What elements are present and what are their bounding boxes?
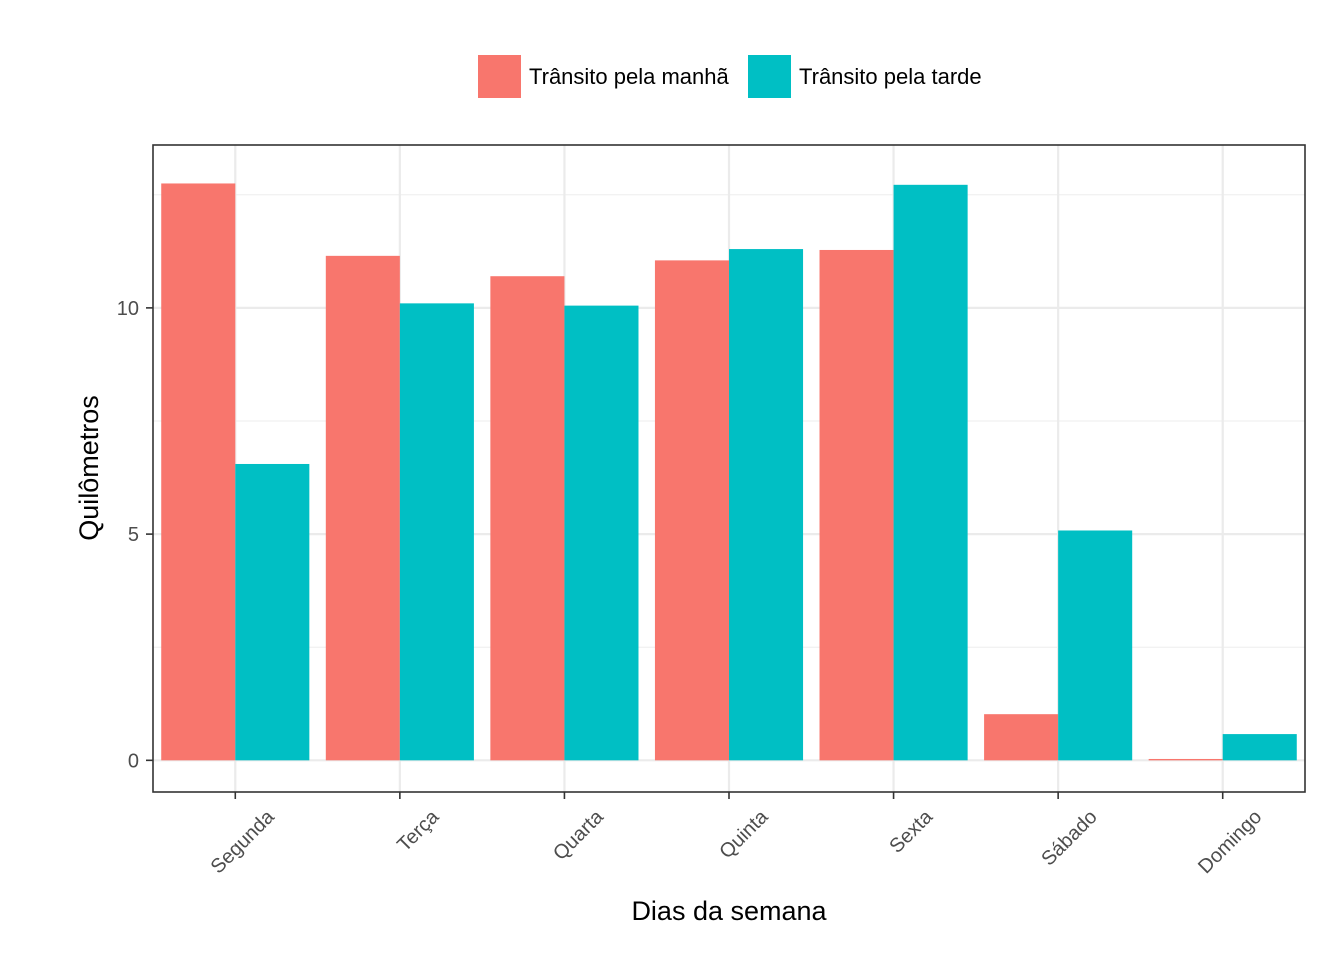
bar (490, 276, 565, 761)
bar (564, 305, 639, 761)
y-tick-label: 10 (117, 298, 139, 320)
bar (654, 260, 729, 761)
y-axis-title: Quilômetros (74, 395, 104, 541)
bar (235, 463, 310, 761)
legend-key (478, 55, 521, 98)
y-axis: 0 5 10 (117, 298, 153, 772)
legend-label: Trânsito pela manhã (529, 64, 730, 89)
bar (1222, 734, 1297, 761)
bar (1148, 758, 1223, 761)
bar (984, 714, 1059, 761)
bar (161, 183, 236, 761)
bar (325, 255, 400, 761)
y-tick-label: 5 (128, 524, 139, 546)
bar (399, 303, 474, 761)
x-axis-title: Dias da semana (631, 896, 827, 926)
bar (1058, 530, 1133, 761)
bars (161, 183, 1297, 761)
legend-key (748, 55, 791, 98)
bar (893, 184, 968, 761)
bar (729, 249, 804, 761)
legend-label: Trânsito pela tarde (799, 64, 982, 89)
bar (819, 249, 894, 761)
y-tick-label: 0 (128, 750, 139, 772)
legend: Trânsito pela manhã Trânsito pela tarde (478, 55, 982, 98)
